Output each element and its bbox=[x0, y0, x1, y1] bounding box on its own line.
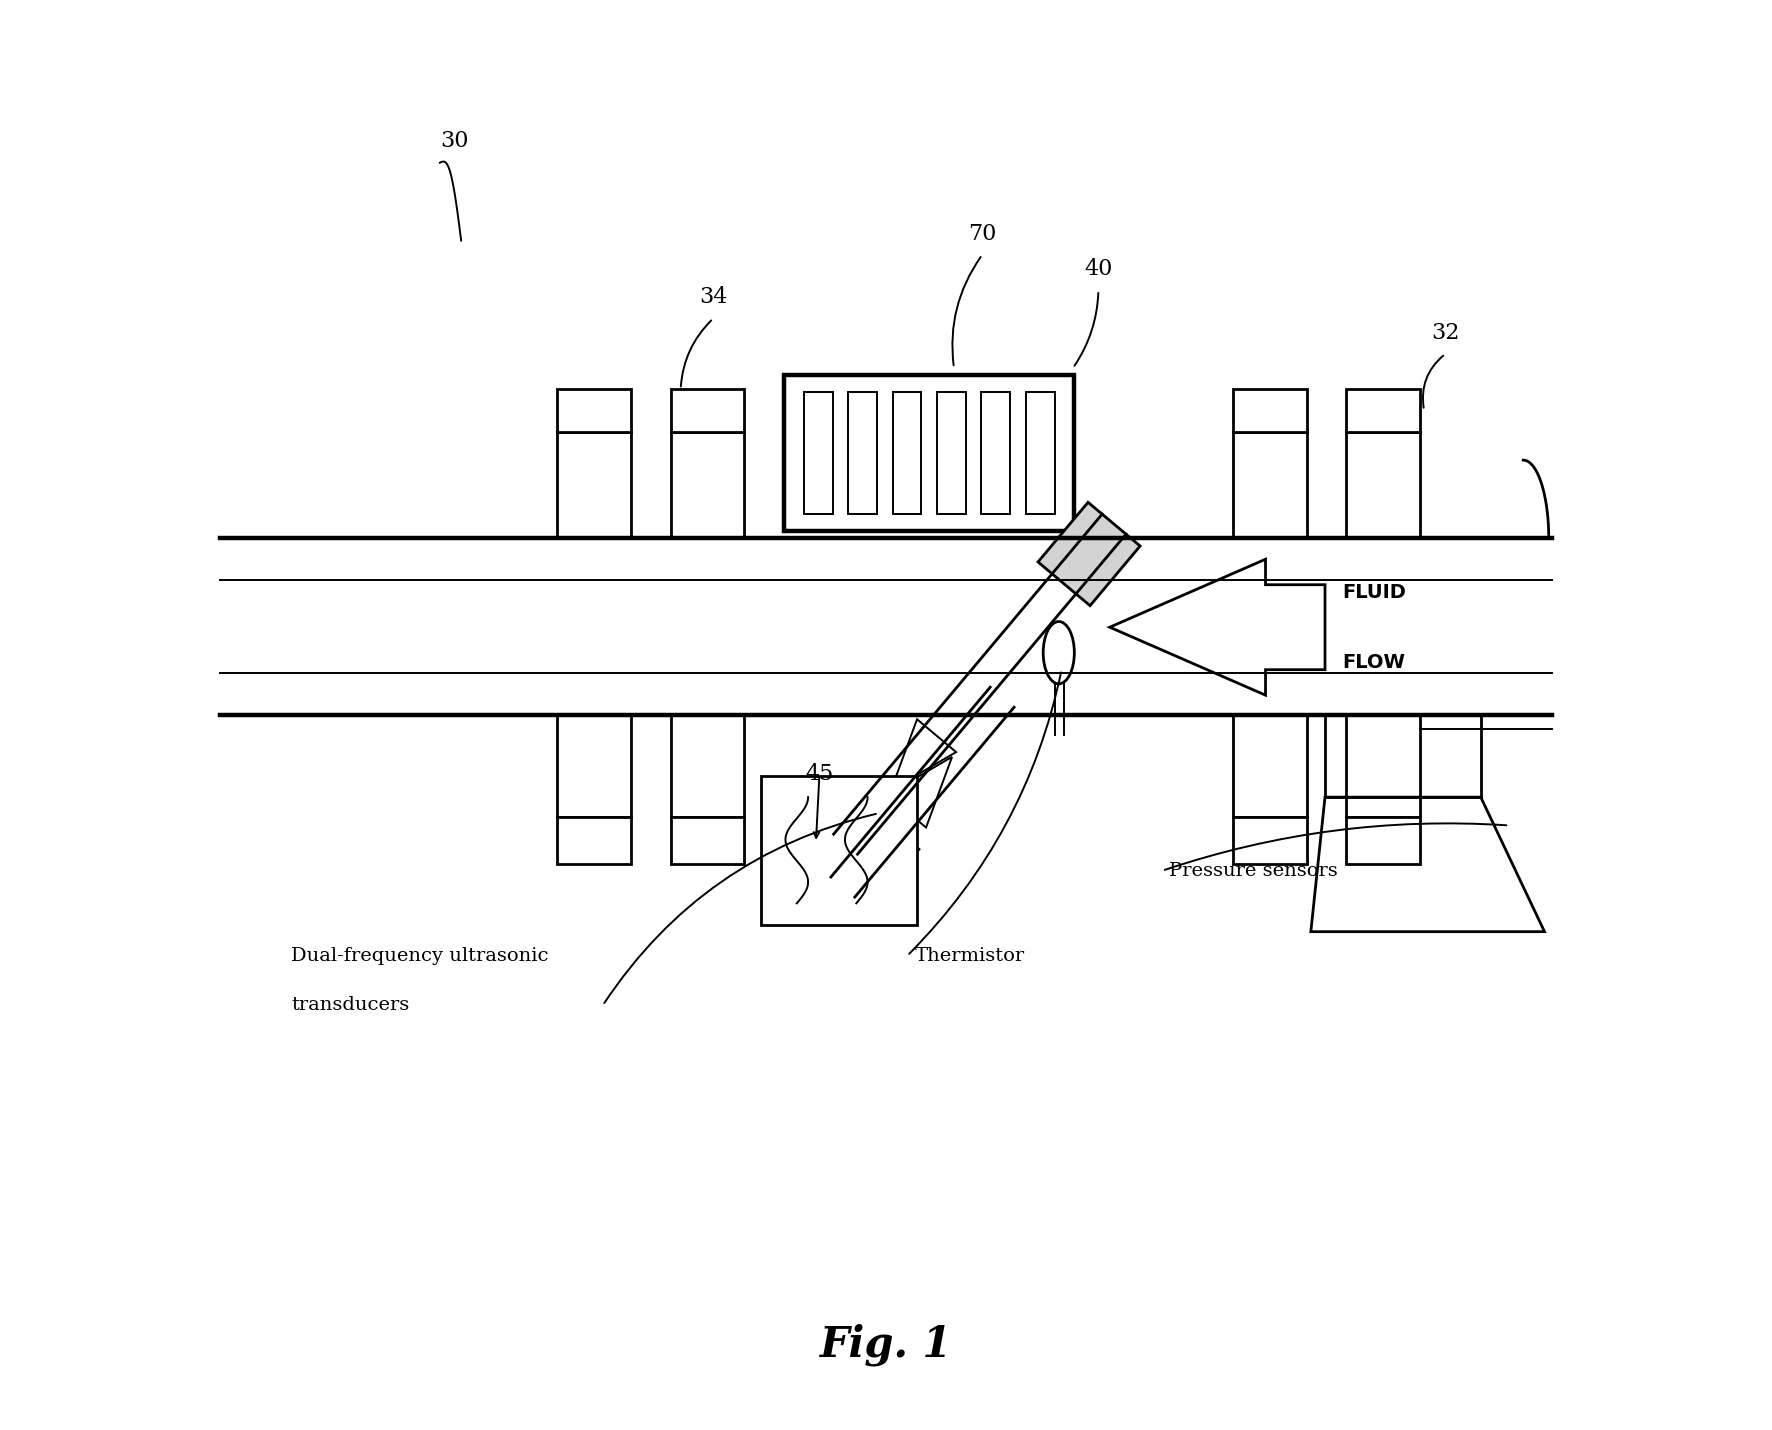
Ellipse shape bbox=[1044, 622, 1074, 684]
Polygon shape bbox=[891, 719, 957, 789]
Text: transducers: transducers bbox=[291, 997, 409, 1014]
Bar bbox=[849, 392, 877, 513]
Bar bbox=[783, 375, 1074, 531]
Text: 40: 40 bbox=[1084, 257, 1113, 280]
Polygon shape bbox=[817, 805, 920, 909]
Text: 45: 45 bbox=[804, 764, 833, 785]
Bar bbox=[672, 389, 744, 432]
Text: 30: 30 bbox=[439, 130, 468, 153]
Bar bbox=[558, 432, 631, 538]
Text: 34: 34 bbox=[698, 286, 728, 309]
Bar bbox=[982, 392, 1010, 513]
Bar bbox=[1347, 432, 1419, 538]
Bar bbox=[672, 432, 744, 538]
Text: FLOW: FLOW bbox=[1341, 652, 1405, 672]
Bar bbox=[1026, 392, 1054, 513]
Bar bbox=[1233, 817, 1306, 864]
Bar bbox=[1233, 389, 1306, 432]
Bar bbox=[1233, 715, 1306, 817]
Text: Thermistor: Thermistor bbox=[914, 947, 1024, 965]
Text: Dual-frequency ultrasonic: Dual-frequency ultrasonic bbox=[291, 947, 549, 965]
Bar bbox=[558, 389, 631, 432]
Bar bbox=[937, 392, 966, 513]
Text: 32: 32 bbox=[1432, 322, 1460, 343]
Bar bbox=[1347, 817, 1419, 864]
Bar bbox=[1233, 432, 1306, 538]
Bar bbox=[558, 715, 631, 817]
Bar bbox=[672, 715, 744, 817]
Bar bbox=[1347, 715, 1419, 817]
Polygon shape bbox=[1109, 559, 1325, 695]
Bar bbox=[672, 817, 744, 864]
Polygon shape bbox=[1038, 502, 1139, 606]
Bar bbox=[762, 776, 918, 925]
Polygon shape bbox=[888, 756, 952, 828]
Bar bbox=[1347, 389, 1419, 432]
Text: FLUID: FLUID bbox=[1341, 582, 1405, 602]
Bar bbox=[804, 392, 833, 513]
Text: 70: 70 bbox=[968, 223, 996, 245]
Text: Fig. 1: Fig. 1 bbox=[820, 1324, 952, 1367]
Bar bbox=[893, 392, 921, 513]
Bar bbox=[558, 817, 631, 864]
Text: Pressure sensors: Pressure sensors bbox=[1170, 862, 1338, 879]
